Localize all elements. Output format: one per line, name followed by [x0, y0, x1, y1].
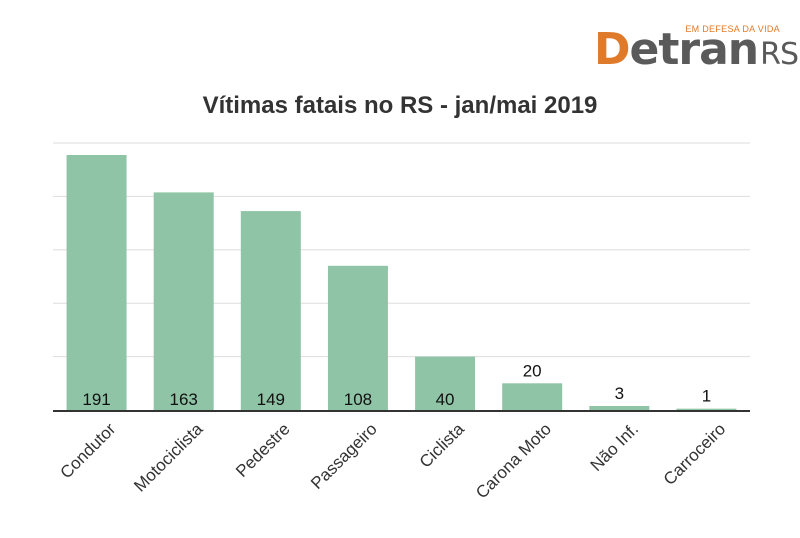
data-label: 149: [257, 390, 285, 409]
category-label: Motociclista: [130, 419, 207, 496]
logo-brand-rest: etran: [629, 24, 760, 75]
category-label: Condutor: [57, 419, 120, 482]
data-label: 108: [344, 390, 372, 409]
logo-brand: DetranRS: [594, 24, 799, 79]
bar: [676, 408, 737, 410]
bar: [240, 211, 301, 410]
bar: [153, 192, 214, 410]
data-label: 163: [170, 390, 198, 409]
category-label: Pedestre: [232, 419, 294, 481]
logo-brand-letter: D: [594, 24, 631, 75]
logo-brand-suffix: RS: [760, 37, 799, 72]
category-label: Carroceiro: [660, 419, 730, 489]
bar: [415, 356, 476, 410]
bar: [502, 383, 563, 410]
chart-title: Vítimas fatais no RS - jan/mai 2019: [202, 92, 598, 119]
bar: [327, 265, 388, 410]
data-label: 3: [615, 384, 624, 403]
data-label: 20: [523, 361, 542, 380]
category-label: Não Inf.: [587, 419, 643, 475]
detran-logo: EM DEFESA DA VIDA DetranRS: [594, 20, 799, 74]
category-label: Carona Moto: [472, 419, 555, 502]
data-label: 1: [702, 387, 711, 406]
category-label: Passageiro: [307, 419, 381, 493]
data-label: 191: [82, 390, 110, 409]
bar: [66, 155, 127, 410]
data-label: 40: [436, 390, 455, 409]
logo-tagline: EM DEFESA DA VIDA: [685, 24, 780, 34]
bar: [589, 405, 650, 410]
category-label: Ciclista: [416, 419, 469, 472]
